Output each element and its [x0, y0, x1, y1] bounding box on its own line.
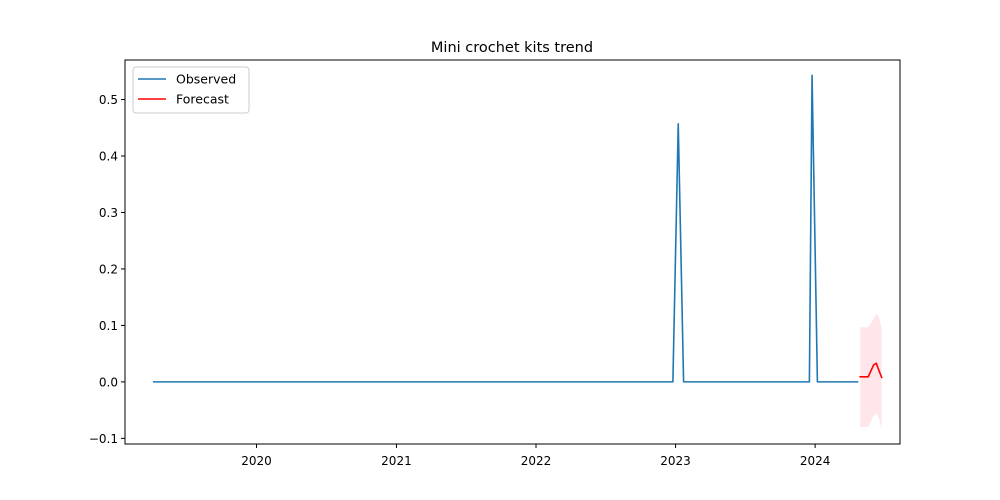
x-tick-label: 2020 — [241, 454, 272, 468]
x-tick-label: 2021 — [381, 454, 412, 468]
y-tick-label: 0.0 — [99, 375, 118, 389]
series-line-forecast — [859, 362, 883, 379]
axes-frame — [124, 59, 901, 445]
legend-label-observed: Observed — [176, 72, 236, 87]
chart-title: Mini crochet kits trend — [431, 40, 593, 56]
x-tick-label: 2022 — [521, 454, 552, 468]
x-axis: 2020 2021 2022 2023 2024 — [241, 444, 830, 468]
plot-area — [152, 74, 883, 429]
y-axis: −0.1 0.0 0.1 0.2 0.3 0.4 0.5 — [89, 93, 125, 446]
y-tick-label: 0.2 — [99, 262, 118, 276]
legend-label-forecast: Forecast — [176, 92, 229, 107]
plot-marks — [152, 74, 883, 429]
legend: Observed Forecast — [132, 66, 250, 114]
series-line-observed — [152, 74, 859, 383]
y-tick-label: −0.1 — [89, 432, 118, 446]
x-tick-label: 2024 — [800, 454, 831, 468]
y-tick-label: 0.5 — [99, 93, 118, 107]
y-tick-label: 0.1 — [99, 319, 118, 333]
y-tick-label: 0.4 — [99, 150, 118, 164]
y-tick-label: 0.3 — [99, 206, 118, 220]
x-tick-label: 2023 — [660, 454, 691, 468]
